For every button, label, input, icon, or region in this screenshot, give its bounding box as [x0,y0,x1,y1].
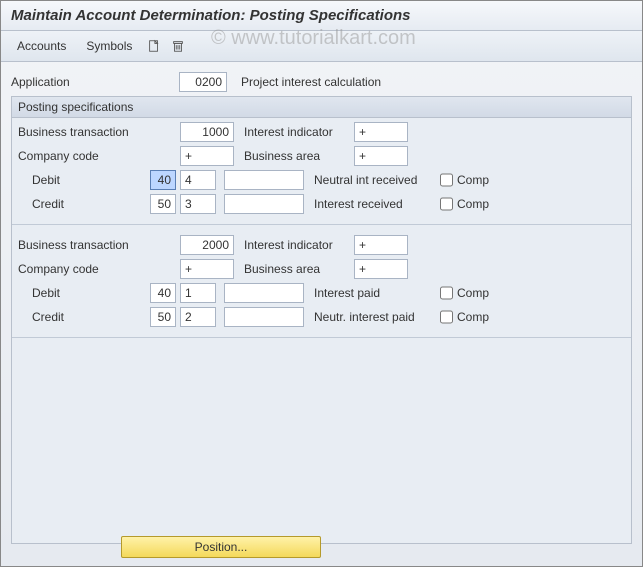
debit-k3-input[interactable] [224,283,304,303]
credit-label: Credit [18,197,148,211]
comp-label: Comp [457,286,489,300]
debit-comp-checkbox[interactable] [440,173,453,187]
toolbar: Accounts Symbols [1,31,642,62]
credit-desc: Neutr. interest paid [308,310,436,324]
application-input[interactable] [179,72,227,92]
debit-k2-input[interactable] [180,283,216,303]
credit-k3-input[interactable] [224,194,304,214]
debit-k1-input[interactable] [150,283,176,303]
interest-indicator-input[interactable] [354,235,408,255]
credit-k3-input[interactable] [224,307,304,327]
debit-k3-input[interactable] [224,170,304,190]
debit-k1-input[interactable] [150,170,176,190]
credit-row: Credit Interest received Comp [18,192,625,216]
company-code-input[interactable] [180,146,234,166]
symbols-menu-item[interactable]: Symbols [78,35,140,57]
business-transaction-label: Business transaction [18,125,148,139]
bt-row: Business transaction Interest indicator [18,233,625,257]
new-icon[interactable] [144,36,164,56]
comp-label: Comp [457,310,489,324]
app-window: Maintain Account Determination: Posting … [0,0,643,567]
business-area-label: Business area [234,262,354,276]
application-label: Application [11,75,141,89]
application-description: Project interest calculation [227,75,381,89]
cc-row: Company code Business area [18,144,625,168]
company-code-label: Company code [18,149,148,163]
business-transaction-input[interactable] [180,122,234,142]
credit-comp-checkbox[interactable] [440,310,453,324]
application-row: Application Project interest calculation [11,70,632,94]
group-title: Posting specifications [12,97,631,118]
business-area-input[interactable] [354,146,408,166]
debit-k2-input[interactable] [180,170,216,190]
business-area-input[interactable] [354,259,408,279]
credit-k2-input[interactable] [180,307,216,327]
business-area-label: Business area [234,149,354,163]
credit-comp-checkbox[interactable] [440,197,453,211]
accounts-menu-item[interactable]: Accounts [9,35,74,57]
window-title: Maintain Account Determination: Posting … [11,7,411,24]
interest-indicator-label: Interest indicator [234,125,354,139]
business-transaction-label: Business transaction [18,238,148,252]
position-button[interactable]: Position... [121,536,321,558]
credit-row: Credit Neutr. interest paid Comp [18,305,625,329]
divider [12,224,631,225]
bt-row: Business transaction Interest indicator [18,120,625,144]
business-transaction-input[interactable] [180,235,234,255]
credit-k1-input[interactable] [150,194,176,214]
debit-label: Debit [18,286,148,300]
divider [12,337,631,338]
credit-label: Credit [18,310,148,324]
delete-icon[interactable] [168,36,188,56]
comp-label: Comp [457,173,489,187]
interest-indicator-label: Interest indicator [234,238,354,252]
debit-comp-checkbox[interactable] [440,286,453,300]
debit-row: Debit Interest paid Comp [18,281,625,305]
debit-desc: Neutral int received [308,173,436,187]
credit-desc: Interest received [308,197,436,211]
debit-desc: Interest paid [308,286,436,300]
content-area: Application Project interest calculation… [1,62,642,544]
titlebar: Maintain Account Determination: Posting … [1,1,642,31]
debit-row: Debit Neutral int received Comp [18,168,625,192]
interest-indicator-input[interactable] [354,122,408,142]
company-code-label: Company code [18,262,148,276]
comp-label: Comp [457,197,489,211]
debit-label: Debit [18,173,148,187]
company-code-input[interactable] [180,259,234,279]
posting-specifications-group: Posting specifications Business transact… [11,96,632,544]
credit-k1-input[interactable] [150,307,176,327]
credit-k2-input[interactable] [180,194,216,214]
group-body: Business transaction Interest indicator … [12,118,631,348]
cc-row: Company code Business area [18,257,625,281]
